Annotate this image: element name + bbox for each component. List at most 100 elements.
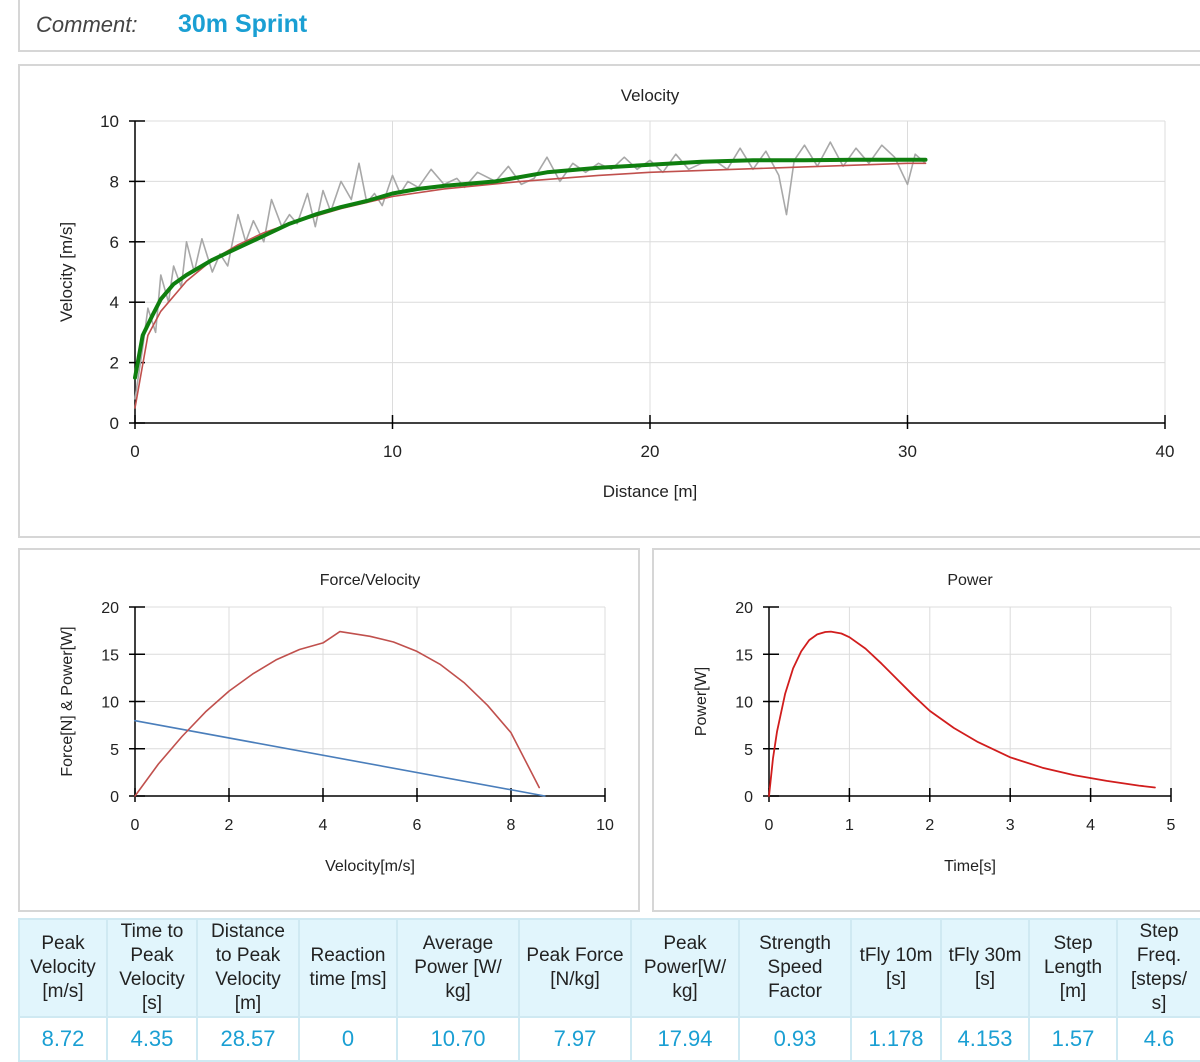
y-tick-label: 10	[101, 695, 119, 712]
metric-value: 7.97	[518, 1016, 632, 1062]
series-line-2	[134, 162, 927, 409]
y-tick-label: 2	[110, 354, 119, 373]
metric-header-line: Peak	[663, 933, 707, 954]
y-tick-label: 10	[735, 695, 753, 712]
y-tick-label: 8	[110, 172, 119, 191]
metric-header-line: to Peak	[215, 945, 281, 966]
x-tick-label: 8	[507, 817, 516, 834]
metric-header-line: Factor	[768, 981, 822, 1002]
comment-label: Comment:	[36, 12, 138, 37]
x-tick-label: 40	[1156, 442, 1175, 461]
force-velocity-chart-panel: Force/Velocity 0 2 4 6 8 10 0 5 10 15 20 Velocity[m/…	[18, 548, 640, 912]
metric-header-line: [m]	[1059, 981, 1087, 1002]
chart-title: Power	[947, 572, 993, 589]
velocity-chart-panel: Velocity 0 10 20 30 40 0 2 4 6 8 10 Distance [m] Velo…	[18, 64, 1200, 538]
metric-value: 8.72	[18, 1016, 108, 1062]
metric-header-line: Speed	[767, 957, 823, 978]
comment-value: 30m Sprint	[178, 10, 308, 38]
metric-header-line: Peak Force	[526, 945, 624, 966]
y-tick-label: 20	[735, 600, 753, 617]
x-tick-label: 5	[1167, 817, 1176, 834]
metric-header: Peak Power[W/kg]	[630, 918, 740, 1018]
x-tick-label: 4	[1086, 817, 1095, 834]
y-tick-label: 15	[735, 647, 753, 664]
metric-header-line: Peak	[130, 945, 174, 966]
metric-header-line: Step	[1139, 921, 1179, 942]
metric-header: Peak Velocity [m/s]	[18, 918, 108, 1018]
metric-value: 0.93	[738, 1016, 852, 1062]
x-tick-label: 30	[898, 442, 917, 461]
series-line-1	[134, 719, 546, 797]
metric-header-line: Velocity	[215, 969, 281, 990]
metric-header-line: Strength	[759, 933, 831, 954]
metric-value: 17.94	[630, 1016, 740, 1062]
x-tick-label: 10	[596, 817, 614, 834]
metric-header: Reaction time [ms]	[298, 918, 398, 1018]
metric-header-line: [m]	[234, 993, 262, 1014]
metric-header: Peak Force [N/kg]	[518, 918, 632, 1018]
x-tick-label: 0	[765, 817, 774, 834]
metric-header-line: Distance	[211, 921, 285, 942]
metric-header-line: Freq.	[1136, 945, 1182, 966]
x-tick-label: 20	[641, 442, 660, 461]
metric-header: Time to Peak Velocity [s]	[106, 918, 198, 1018]
series-line-2	[134, 630, 541, 797]
metric-header-line: kg]	[445, 981, 471, 1002]
y-tick-label: 5	[110, 742, 119, 759]
metric-value: 1.178	[850, 1016, 942, 1062]
x-axis-label: Velocity[m/s]	[325, 858, 415, 875]
y-axis-label: Force[N] & Power[W]	[59, 626, 76, 776]
y-axis-label: Velocity [m/s]	[57, 222, 76, 322]
metric-header-line: Peak	[41, 933, 85, 954]
metric-header-line: Length	[1043, 957, 1103, 978]
metric-header-line: [s]	[141, 993, 163, 1014]
x-axis-label: Time[s]	[944, 858, 996, 875]
metric-header-line: tFly 30m	[948, 945, 1022, 966]
velocity-chart: Velocity 0 10 20 30 40 0 2 4 6 8 10 Distance [m] Velo…	[57, 86, 1175, 501]
metrics-table: Peak Velocity [m/s] Time to Peak Velocity [s] D…	[18, 918, 1200, 1062]
metric-value: 28.57	[196, 1016, 300, 1062]
y-tick-label: 6	[110, 233, 119, 252]
comment-bar: Comment: 30m Sprint	[18, 0, 1200, 52]
chart-title: Velocity	[621, 86, 680, 105]
chart-title: Force/Velocity	[320, 572, 420, 589]
metric-value: 4.6	[1116, 1016, 1200, 1062]
x-tick-label: 2	[925, 817, 934, 834]
y-tick-label: 15	[101, 647, 119, 664]
series-line-3	[133, 157, 928, 380]
metric-value: 10.70	[396, 1016, 520, 1062]
series-line-1	[134, 141, 927, 400]
metric-header: Average Power [W/kg]	[396, 918, 520, 1018]
metric-header-line: Reaction	[310, 945, 386, 966]
y-tick-label: 0	[110, 789, 119, 806]
metric-value: 4.35	[106, 1016, 198, 1062]
metric-header-line: [s]	[885, 969, 907, 990]
metric-header-line: [m/s]	[42, 981, 84, 1002]
series-line-1	[768, 630, 1156, 797]
metric-header: tFly 10m [s]	[850, 918, 942, 1018]
metrics-value-row: 8.72 4.35 28.57 0 10.70 7.97 17.94 0.93 1.178 4.1…	[18, 1016, 1200, 1062]
power-chart: Power 0 1 2 3 4 5 0 5 10 15 20 Time[s] Power[W]	[693, 572, 1176, 875]
x-tick-label: 0	[130, 442, 139, 461]
metric-header-line: kg]	[672, 981, 698, 1002]
metric-header-line: Velocity	[119, 969, 185, 990]
x-axis-label: Distance [m]	[603, 482, 697, 501]
metric-header: Step Length [m]	[1028, 918, 1118, 1018]
metric-value: 4.153	[940, 1016, 1030, 1062]
y-tick-label: 0	[110, 414, 119, 433]
x-tick-label: 2	[225, 817, 234, 834]
x-tick-label: 4	[319, 817, 328, 834]
y-tick-label: 10	[100, 112, 119, 131]
x-tick-label: 6	[413, 817, 422, 834]
power-chart-panel: Power 0 1 2 3 4 5 0 5 10 15 20 Time[s] Power[W]	[652, 548, 1200, 912]
metric-header: Step Freq. [steps/s]	[1116, 918, 1200, 1018]
metrics-header-row: Peak Velocity [m/s] Time to Peak Velocity [s] D…	[18, 918, 1200, 1018]
y-axis-label: Power[W]	[693, 667, 710, 736]
force-velocity-chart: Force/Velocity 0 2 4 6 8 10 0 5 10 15 20 Velocity[m/…	[59, 572, 614, 875]
x-tick-label: 0	[131, 817, 140, 834]
y-tick-label: 4	[110, 293, 119, 312]
x-tick-label: 3	[1006, 817, 1015, 834]
x-tick-label: 1	[845, 817, 854, 834]
metric-header-line: Average	[422, 933, 494, 954]
metric-header-line: Time to	[120, 921, 184, 942]
